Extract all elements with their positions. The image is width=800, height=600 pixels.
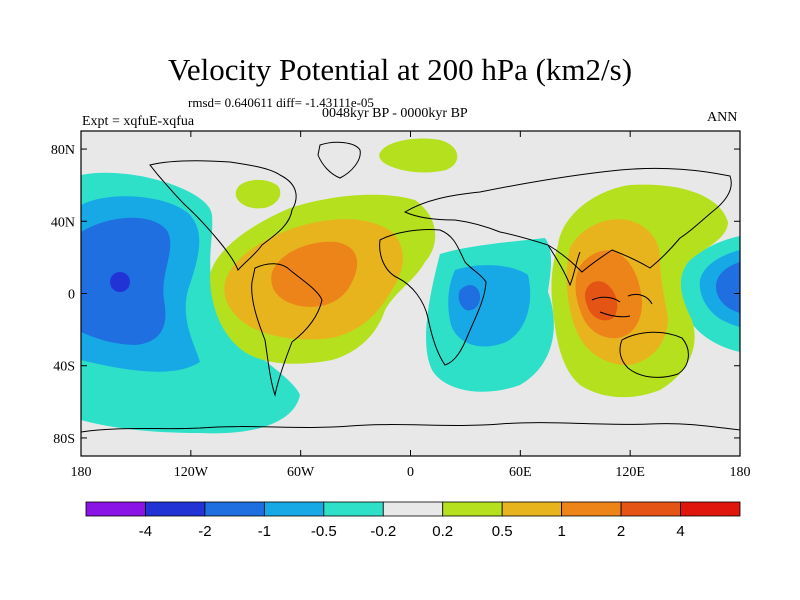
y-tick-label: 40N — [51, 215, 75, 230]
coastline-south-america — [251, 263, 323, 397]
colorbar-label: 0.2 — [432, 523, 453, 540]
contour-maritime-p2 — [584, 281, 618, 321]
contour-arctic-p02 — [379, 138, 458, 173]
x-axis: 180 120W 60W 0 60E 120E 180 — [71, 131, 751, 480]
y-tick-label: 80N — [51, 143, 75, 158]
y-axis: 80N 40N 0 40S 80S — [51, 143, 740, 447]
coastline-europe-asia — [403, 167, 732, 273]
x-tick-label: 120E — [615, 465, 645, 480]
colorbar-label: 2 — [617, 523, 625, 540]
colorbar-label: -1 — [258, 523, 271, 540]
experiment-label: Expt = xqfuE-xqfua — [82, 114, 195, 129]
colorbar-swatch — [263, 501, 325, 517]
colorbar-label: -0.2 — [370, 523, 396, 540]
colorbar-swatch — [323, 501, 384, 517]
contour-east-pacific-m1 — [715, 262, 740, 313]
coastline-africa — [379, 229, 487, 366]
colorbar-swatch — [85, 501, 146, 517]
colorbar-swatch — [442, 501, 503, 517]
colorbar-swatch — [501, 501, 563, 517]
colorbar-label: 0.5 — [492, 523, 513, 540]
colorbar-label: 1 — [557, 523, 565, 540]
colorbar-label: 4 — [676, 523, 684, 540]
coastline-north-america — [149, 160, 297, 271]
y-tick-label: 40S — [53, 360, 75, 375]
contour-north-america-p02 — [235, 179, 281, 209]
coastline-australia — [619, 331, 689, 378]
contour-atlantic-p1 — [271, 241, 358, 307]
colorbar-swatch — [382, 501, 444, 517]
x-tick-label: 60W — [287, 465, 315, 480]
colorbar-swatch — [204, 501, 265, 517]
x-tick-label: 120W — [174, 465, 209, 480]
colorbar-swatch — [620, 501, 681, 517]
coastline-maritime-continent — [591, 293, 653, 318]
x-tick-label: 0 — [407, 465, 414, 480]
contour-west-pacific-m2 — [110, 272, 130, 292]
colorbar-swatch — [145, 501, 206, 517]
colorbar-swatch — [561, 501, 622, 517]
period-label: 0048kyr BP - 0000kyr BP — [322, 106, 468, 121]
x-tick-label: 180 — [71, 465, 92, 480]
x-tick-label: 180 — [730, 465, 751, 480]
colorbar-label: -2 — [198, 523, 211, 540]
coastline-indian-subcontinent — [547, 244, 581, 287]
contour-africa-m1 — [458, 285, 481, 311]
colorbar-label: -4 — [139, 523, 152, 540]
season-label: ANN — [707, 110, 738, 125]
y-tick-label: 80S — [53, 432, 75, 447]
colorbar-swatch — [680, 501, 741, 517]
chart-title: Velocity Potential at 200 hPa (km2/s) — [167, 52, 633, 87]
colorbar-label: -0.5 — [311, 523, 337, 540]
colorbar: -4 -2 -1 -0.5 -0.2 0.2 0.5 1 2 4 — [85, 501, 741, 540]
coastline-antarctica — [81, 422, 740, 433]
x-tick-label: 60E — [509, 465, 532, 480]
coastlines — [81, 141, 740, 433]
stats-label: rmsd= 0.640611 diff= -1.43111e-05 — [188, 95, 374, 110]
coastline-greenland — [317, 141, 361, 179]
y-tick-label: 0 — [68, 288, 75, 303]
